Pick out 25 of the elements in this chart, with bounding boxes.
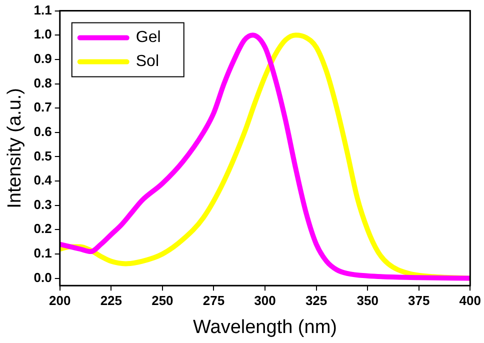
x-tick-label: 225 bbox=[100, 292, 122, 308]
y-tick-label: 0.9 bbox=[34, 51, 52, 66]
x-tick-label: 275 bbox=[202, 292, 225, 308]
x-tick-label: 200 bbox=[49, 292, 71, 308]
y-tick-label: 0.8 bbox=[34, 75, 52, 90]
y-tick-label: 0.2 bbox=[34, 221, 52, 236]
y-axis-title: Intensity (a.u.) bbox=[4, 88, 26, 208]
y-tick-label: 1.0 bbox=[34, 26, 52, 42]
x-tick-label: 250 bbox=[152, 292, 174, 308]
legend-label: Gel bbox=[136, 29, 161, 46]
y-tick-label: 0.1 bbox=[34, 246, 52, 261]
y-tick-label: 0.3 bbox=[34, 196, 52, 212]
legend-label: Sol bbox=[136, 53, 159, 70]
x-tick-label: 325 bbox=[305, 292, 328, 308]
x-axis-title: Wavelength (nm) bbox=[193, 316, 337, 338]
y-tick-label: 0.0 bbox=[34, 270, 52, 285]
y-tick-label: 0.6 bbox=[34, 124, 52, 139]
x-tick-label: 375 bbox=[408, 292, 430, 308]
y-tick-label: 1.1 bbox=[34, 2, 52, 18]
y-tick-label: 0.7 bbox=[34, 100, 52, 115]
x-tick-label: 400 bbox=[459, 292, 482, 308]
x-tick-label: 350 bbox=[356, 292, 378, 308]
y-tick-label: 0.5 bbox=[34, 148, 52, 164]
y-tick-label: 0.4 bbox=[34, 172, 53, 188]
x-tick-label: 300 bbox=[254, 292, 276, 308]
